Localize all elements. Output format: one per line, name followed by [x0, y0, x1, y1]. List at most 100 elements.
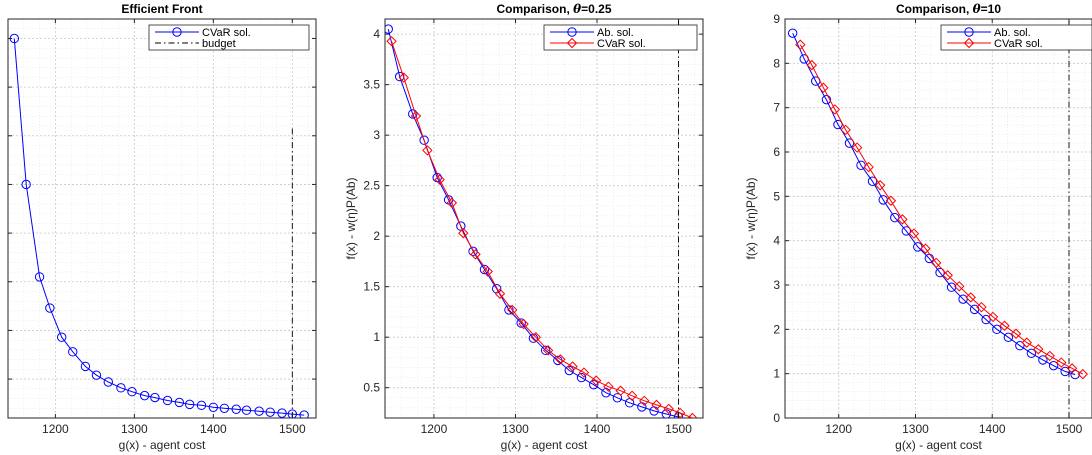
data-point-diamond — [651, 399, 662, 411]
chart-title: Comparison, θ=10 — [896, 2, 1001, 16]
data-point-circle — [1048, 360, 1059, 371]
data-point-diamond — [687, 412, 698, 418]
plot-series — [9, 33, 309, 418]
data-point-circle — [254, 406, 264, 416]
chart-panel-1: 1200 1300 1400 1500 Efficient Front g(x) - ag… — [7, 2, 317, 452]
y-tick-label: 0.5 — [363, 381, 380, 395]
data-point-circle — [162, 395, 173, 406]
chart-panel-2: 1200 1300 1400 1500 0.5 1 1.5 2 2.5 3 3.5 4 Comparis… — [344, 2, 704, 452]
data-point-circle — [821, 94, 832, 105]
chart-title-suffix: =0.25 — [581, 2, 612, 16]
axes-box — [7, 18, 317, 419]
data-point-diamond — [663, 403, 674, 415]
y-tick-label: 5 — [773, 189, 780, 203]
legend-label: CVaR sol. — [994, 38, 1043, 50]
data-point-diamond — [818, 82, 829, 93]
data-point-diamond — [470, 249, 481, 260]
data-point-diamond — [942, 270, 953, 281]
data-point-circle — [981, 314, 991, 325]
chart-title: Comparison, θ=0.25 — [496, 2, 611, 16]
data-point-diamond — [386, 36, 397, 47]
data-point-circle — [127, 387, 137, 397]
y-tick-label: 9 — [773, 12, 780, 26]
x-tick-label: 1300 — [121, 422, 148, 436]
data-point-circle — [612, 393, 623, 403]
data-point-diamond — [530, 331, 542, 343]
legend-marker-circle — [172, 27, 182, 37]
data-point-circle — [45, 303, 55, 313]
data-point-diamond — [626, 390, 638, 401]
data-point-circle — [913, 242, 923, 252]
data-point-circle — [219, 403, 230, 413]
data-point-diamond — [1077, 368, 1088, 380]
data-point-circle — [150, 392, 160, 403]
x-axis-label: g(x) - agent cost — [895, 438, 982, 452]
data-point-circle — [57, 332, 67, 342]
data-point-diamond — [482, 266, 493, 277]
data-point-circle — [935, 267, 945, 278]
data-point-diamond — [965, 292, 976, 303]
data-point-circle — [139, 390, 150, 401]
y-tick-label: 3 — [773, 278, 780, 292]
data-point-circle — [103, 377, 113, 387]
axes-box — [784, 18, 1092, 419]
chart-panel-3: 1200 1300 1400 1500 0 1 2 3 4 5 6 7 8 9 Comparison, θ=… — [744, 2, 1092, 452]
data-point-circle — [21, 179, 31, 190]
data-point-circle — [1015, 341, 1025, 351]
data-point-circle — [265, 407, 275, 417]
legend: Ab. sol.CVaR sol. — [543, 24, 698, 51]
legend-marker-circle — [567, 27, 577, 37]
y-tick-label: 8 — [773, 56, 780, 70]
chart-title-prefix: Comparison, — [496, 2, 573, 16]
data-point-diamond — [863, 161, 874, 173]
data-point-circle — [1026, 348, 1037, 358]
data-point-circle — [174, 397, 185, 408]
data-point-circle — [833, 119, 843, 130]
data-point-diamond — [674, 407, 686, 418]
data-point-diamond — [555, 354, 566, 365]
legend-marker-diamond — [963, 37, 975, 49]
data-point-diamond — [908, 228, 920, 239]
y-tick-label: 4 — [773, 234, 780, 248]
data-point-circle — [589, 379, 599, 390]
data-point-diamond — [954, 281, 965, 292]
y-axis-label: f(x) - w(η)P(Ab) — [744, 178, 758, 260]
x-tick-label: 1300 — [902, 422, 929, 436]
data-point-diamond — [458, 227, 469, 239]
data-point-circle — [890, 212, 900, 223]
data-point-circle — [901, 226, 911, 236]
data-point-diamond — [590, 375, 602, 386]
legend-label: Ab. sol. — [994, 27, 1031, 39]
data-point-circle — [479, 264, 490, 275]
data-point-diamond — [795, 39, 806, 50]
x-tick-label: 1500 — [1056, 422, 1083, 436]
y-tick-label: 4 — [373, 27, 380, 41]
data-point-circle — [419, 135, 429, 145]
x-tick-label: 1500 — [665, 422, 692, 436]
data-point-diamond — [434, 174, 445, 185]
data-point-circle — [231, 404, 241, 414]
data-point-diamond — [639, 395, 650, 407]
chart-title-symbol: θ — [973, 2, 981, 16]
chart-title: Efficient Front — [121, 2, 202, 16]
x-tick-label: 1200 — [42, 422, 69, 436]
data-point-diamond — [1033, 344, 1044, 355]
y-tick-label: 1.5 — [363, 280, 380, 294]
y-tick-label: 2 — [773, 322, 780, 336]
plot-area — [8, 19, 316, 418]
data-point-diamond — [1056, 357, 1067, 368]
x-tick-label: 1400 — [584, 422, 611, 436]
y-tick-label: 3 — [373, 128, 380, 142]
x-tick-label: 1200 — [825, 422, 852, 436]
data-point-diamond — [874, 180, 886, 191]
data-point-circle — [196, 400, 207, 411]
data-point-circle — [385, 24, 393, 34]
data-point-circle — [787, 28, 798, 38]
data-point-diamond — [506, 304, 518, 316]
legend-box — [543, 24, 698, 51]
data-point-circle — [287, 409, 298, 418]
data-point-circle — [1003, 332, 1014, 343]
plot-series — [385, 19, 698, 418]
data-point-diamond — [518, 318, 529, 330]
